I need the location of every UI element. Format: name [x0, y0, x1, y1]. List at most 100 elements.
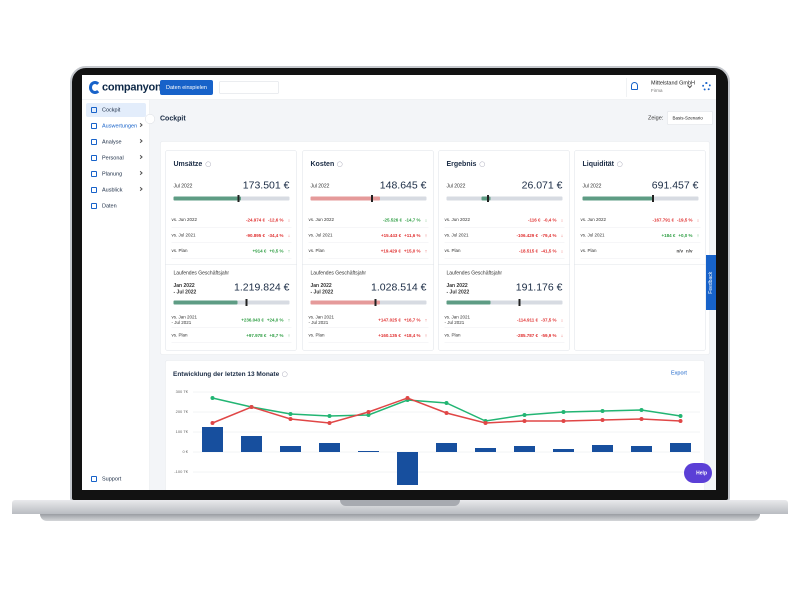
- delta-row: vs. Plan +19.429 € +15,0 % ↑: [308, 244, 429, 259]
- row-label-line: vs. Plan: [171, 248, 188, 253]
- line-point: [405, 396, 410, 400]
- delta-value: -90.895 €: [245, 232, 265, 238]
- bar: [514, 446, 535, 452]
- row-label: vs. Jun 2022: [581, 217, 653, 223]
- delta-row: vs. Jun 2022 -167.791 € -19,5 % ↓: [580, 213, 701, 228]
- help-button[interactable]: Help: [684, 463, 712, 483]
- settings[interactable]: [702, 82, 711, 91]
- sidebar: Cockpit Auswertungen Analyse Personal Planun…: [82, 100, 150, 490]
- bar: [436, 443, 457, 452]
- ytd-period-line: Jan 2022: [310, 283, 332, 289]
- delta-value: -18.515 €: [518, 248, 538, 254]
- export-link[interactable]: Export: [671, 370, 687, 376]
- bar: [475, 448, 496, 452]
- gauge-marker: [652, 195, 655, 202]
- page-title: Cockpit: [160, 114, 186, 122]
- row-label: vs. Plan: [581, 248, 677, 254]
- delta-percent: +15,0 %: [403, 248, 421, 254]
- company-role: Firma: [651, 88, 663, 93]
- feedback-tab[interactable]: Feedback: [706, 255, 716, 310]
- card-title-text: Umsätze: [173, 159, 203, 168]
- delta-row: vs. Jul 2021 +184 € +0,0 % ↑: [580, 228, 701, 243]
- info-icon: [479, 161, 485, 167]
- nav-item[interactable]: Daten: [86, 199, 146, 213]
- row-label-line: vs. Plan: [444, 332, 461, 338]
- bar: [397, 452, 418, 485]
- card-title-text: Kosten: [310, 159, 335, 168]
- delta-arrow: ↑: [696, 232, 700, 238]
- line-point: [522, 419, 527, 423]
- notifications[interactable]: [631, 82, 638, 90]
- nav-label: Analyse: [102, 139, 122, 145]
- ytd-period: Jan 2022- Jul 2022: [174, 283, 197, 296]
- row-label-line: vs. Jul 2021: [308, 232, 333, 238]
- ytd-title: Laufendes Geschäftsjahr: [173, 270, 230, 277]
- row-label-line: vs. Jan 2021: [171, 314, 198, 320]
- delta-value: -116 €: [527, 217, 541, 223]
- delta-percent: n/v: [685, 248, 693, 254]
- ytd-period-line: Jan 2022: [446, 283, 468, 289]
- nav-item[interactable]: Analyse: [86, 135, 146, 149]
- gauge-marker: [518, 299, 521, 306]
- bar: [358, 451, 379, 452]
- row-label: vs. Jul 2021: [445, 233, 517, 239]
- period-select[interactable]: [219, 81, 279, 94]
- gauge-marker: [237, 195, 240, 202]
- delta-value: +160.135 €: [378, 332, 401, 338]
- line-point: [327, 421, 332, 425]
- ytd-period-line: Jan 2022: [173, 283, 195, 289]
- nav-item[interactable]: Cockpit: [86, 103, 146, 117]
- delta-percent: +18,4 %: [403, 332, 421, 338]
- nav-icon: [91, 187, 97, 193]
- scenario-select[interactable]: Basis-Szenario: [667, 111, 713, 125]
- company-name[interactable]: Mittelstand GmbH: [651, 80, 696, 86]
- delta-arrow: ↓: [424, 217, 428, 223]
- nav-item[interactable]: Personal: [86, 151, 146, 165]
- nav-item[interactable]: Ausblick: [86, 183, 146, 197]
- delta-row: vs. Jul 2021 +15.443 € +11,6 % ↑: [308, 228, 429, 243]
- nav-label: Ausblick: [102, 187, 123, 193]
- month-label: Jul 2022: [173, 183, 193, 190]
- delta-arrow: ↑: [424, 248, 428, 254]
- nav-label: Daten: [102, 203, 117, 209]
- import-button[interactable]: Daten einspielen: [160, 80, 213, 95]
- line-point: [678, 419, 683, 423]
- logo[interactable]: companyon: [102, 80, 162, 94]
- scenario-label: Zeige:: [648, 115, 664, 121]
- nav-item[interactable]: Planung: [86, 167, 146, 181]
- info-icon: [337, 161, 343, 167]
- kpi-card: Kosten Jul 2022 148.645 € vs. Jun 2022 -25.5…: [302, 150, 434, 351]
- delta-arrow: ↓: [560, 317, 564, 323]
- nav-icon: [91, 155, 97, 161]
- delta-percent: +0,0 %: [678, 232, 693, 238]
- support-link[interactable]: Support: [86, 472, 146, 486]
- row-label-line: vs. Jan 2021: [444, 314, 471, 320]
- delta-row: vs. Plan +914 € +0,5 % ↑: [171, 244, 292, 259]
- delta-percent: -37,5 %: [540, 317, 557, 323]
- line-point: [600, 418, 605, 422]
- card-divider: [574, 264, 706, 265]
- delta-row: vs. Jul 2021 -90.895 € -34,4 % ↓: [171, 228, 292, 243]
- ytd-period-line: - Jul 2022: [173, 289, 197, 296]
- row-label: vs. Jun 2022: [309, 217, 383, 223]
- delta-percent: +11,6 %: [404, 232, 421, 238]
- month-label: Jul 2022: [582, 183, 602, 190]
- delta-value: +914 €: [252, 248, 267, 254]
- ytd-period: Jan 2022- Jul 2022: [447, 283, 470, 296]
- line-point: [210, 421, 215, 425]
- nav-item[interactable]: Auswertungen: [86, 119, 146, 133]
- sidebar-toggle[interactable]: [145, 114, 155, 124]
- row-label-line: vs. Jun 2022: [580, 217, 607, 222]
- laptop-base-edge: [40, 514, 760, 521]
- gauge-fill: [446, 300, 491, 305]
- row-label-line: vs. Jan 2021: [308, 314, 335, 320]
- row-label-line: vs. Jun 2022: [171, 217, 198, 222]
- delta-percent: +24,0 %: [266, 317, 284, 323]
- y-tick-label: 0 €: [182, 449, 188, 454]
- info-icon[interactable]: [282, 371, 288, 378]
- delta-row: vs. Jan 2021- Jul 2021 -114.911 € -37,5 % ↓: [444, 313, 565, 328]
- line-point: [366, 410, 371, 414]
- delta-percent: +8,7 %: [269, 332, 284, 338]
- row-label-line: vs. Jul 2021: [444, 232, 469, 238]
- app: companyon Daten einspielen Mittelstand G…: [82, 75, 716, 490]
